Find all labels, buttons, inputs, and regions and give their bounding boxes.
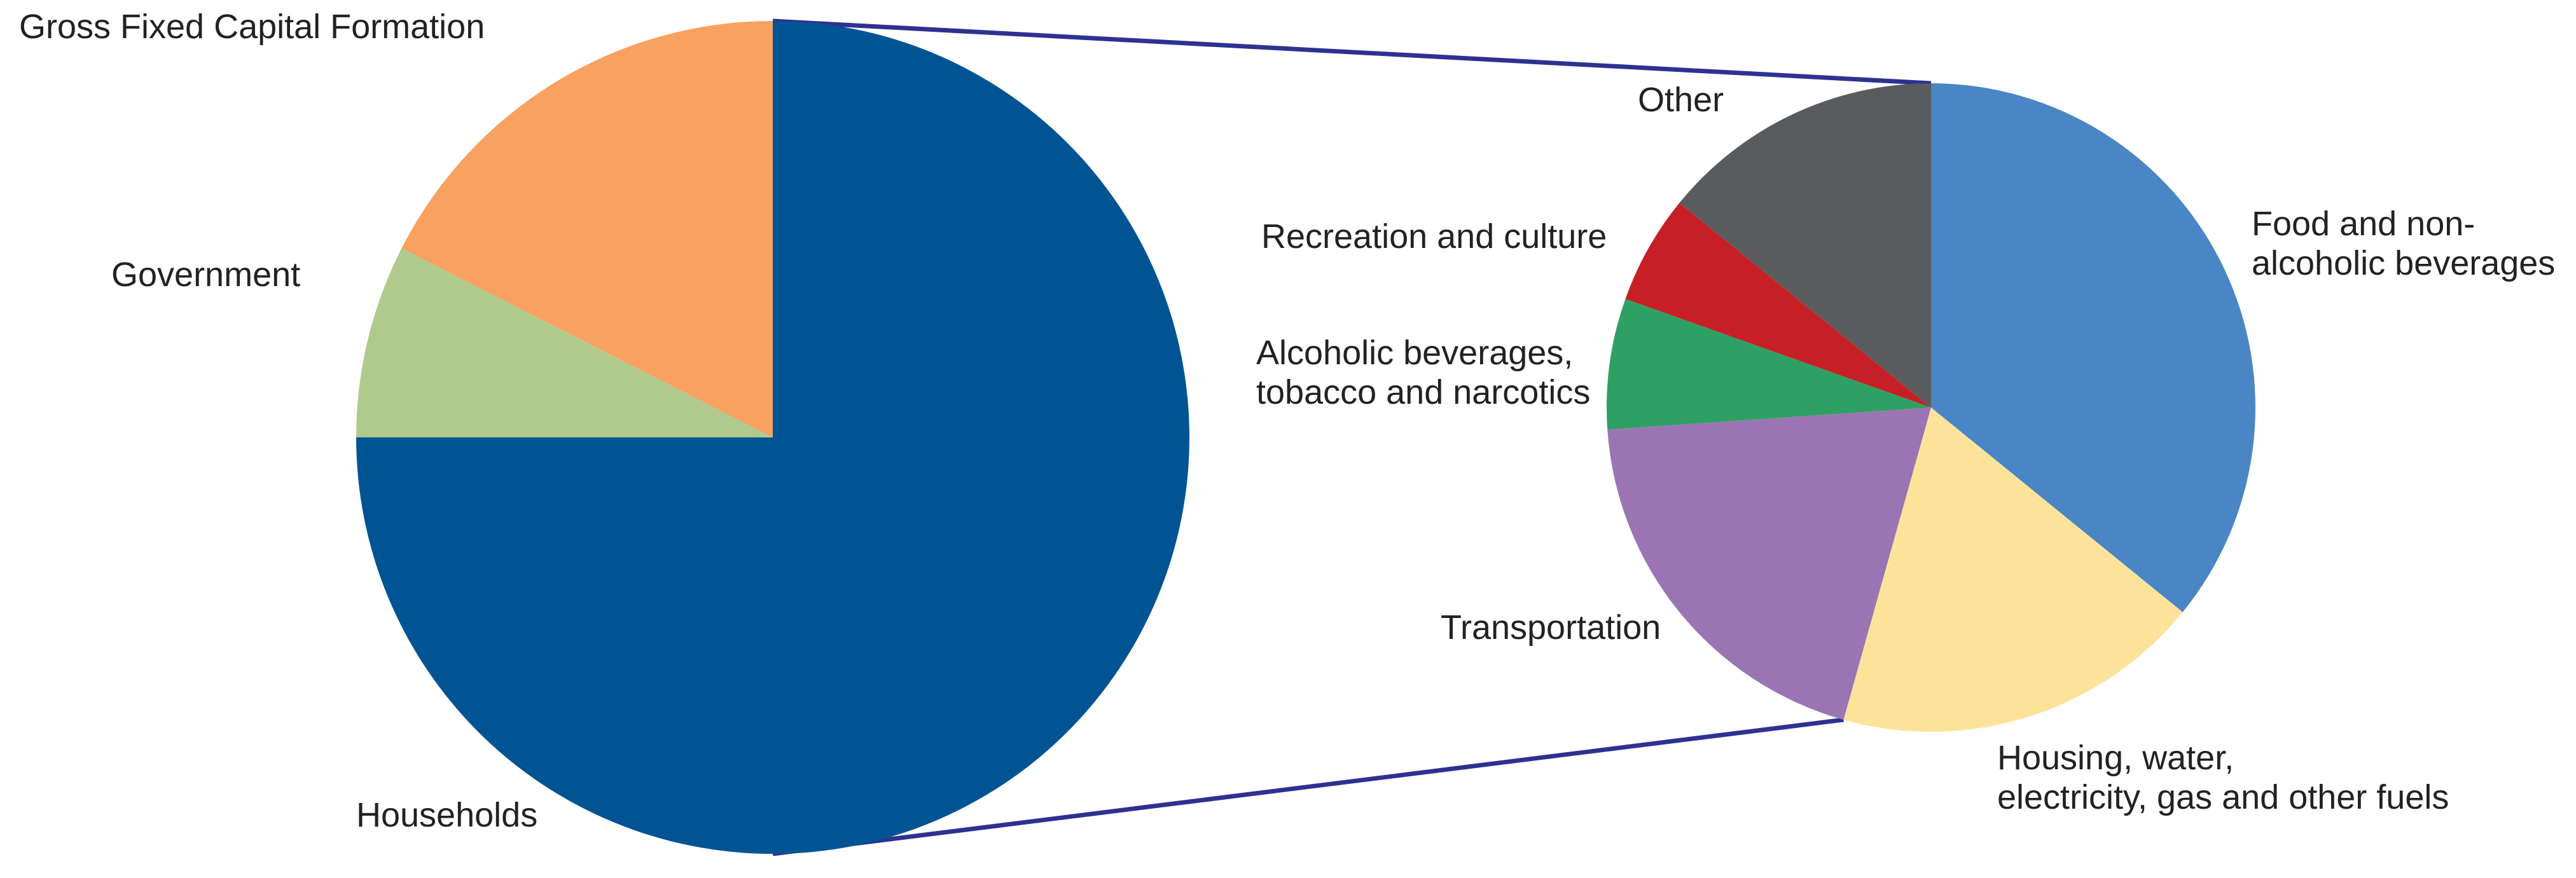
connector-line-top	[772, 18, 1932, 86]
household-slice-housing-water-electricity-gas-and-other-fuels	[1843, 408, 2183, 732]
household-label-housing-water-electricity-gas-and-other-fuels: Housing, water, electricity, gas and othe…	[1997, 739, 2449, 816]
slice-labels: Households Government Gross Fixed Capital …	[19, 8, 2555, 834]
pie-household-consumption-breakdown	[1607, 83, 2256, 732]
household-slice-recreation-and-culture	[1625, 203, 1931, 408]
household-label-alcoholic-beverages-tobacco-and-narcotics: Alcoholic beverages, tobacco and narcotic…	[1256, 334, 1590, 411]
sector-slice-government	[356, 248, 773, 437]
household-slice-alcoholic-beverages-tobacco-and-narcotics	[1607, 299, 1931, 430]
pie-expenditure-by-sector	[356, 21, 1189, 854]
household-slice-transportation	[1607, 408, 1931, 720]
household-label-recreation-and-culture: Recreation and culture	[1261, 217, 1607, 256]
household-label-transportation: Transportation	[1441, 608, 1661, 647]
sector-label-government: Government	[111, 256, 300, 294]
household-slice-food-and-non-alcoholic-beverages	[1931, 83, 2256, 612]
sector-label-households: Households	[356, 796, 537, 834]
household-slice-other	[1679, 83, 1931, 408]
household-label-other: Other	[1638, 81, 1724, 119]
connector-lines	[772, 18, 1932, 856]
household-label-food-and-non-alcoholic-beverages: Food and non-alcoholic beverages	[2252, 205, 2555, 282]
sector-label-gross-fixed-capital-formation: Gross Fixed Capital Formation	[19, 8, 485, 46]
sector-slice-gross-fixed-capital-formation	[401, 21, 773, 437]
connector-line-bottom	[772, 717, 1844, 856]
